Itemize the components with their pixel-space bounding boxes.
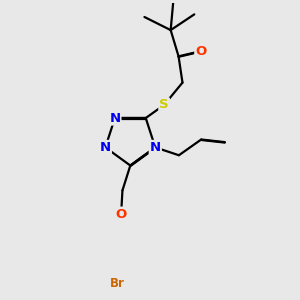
Text: O: O <box>195 45 206 58</box>
Text: N: N <box>109 112 120 124</box>
Text: N: N <box>150 141 161 154</box>
Text: Br: Br <box>110 277 124 290</box>
Text: N: N <box>100 141 111 154</box>
Text: S: S <box>159 98 169 111</box>
Text: O: O <box>116 208 127 220</box>
